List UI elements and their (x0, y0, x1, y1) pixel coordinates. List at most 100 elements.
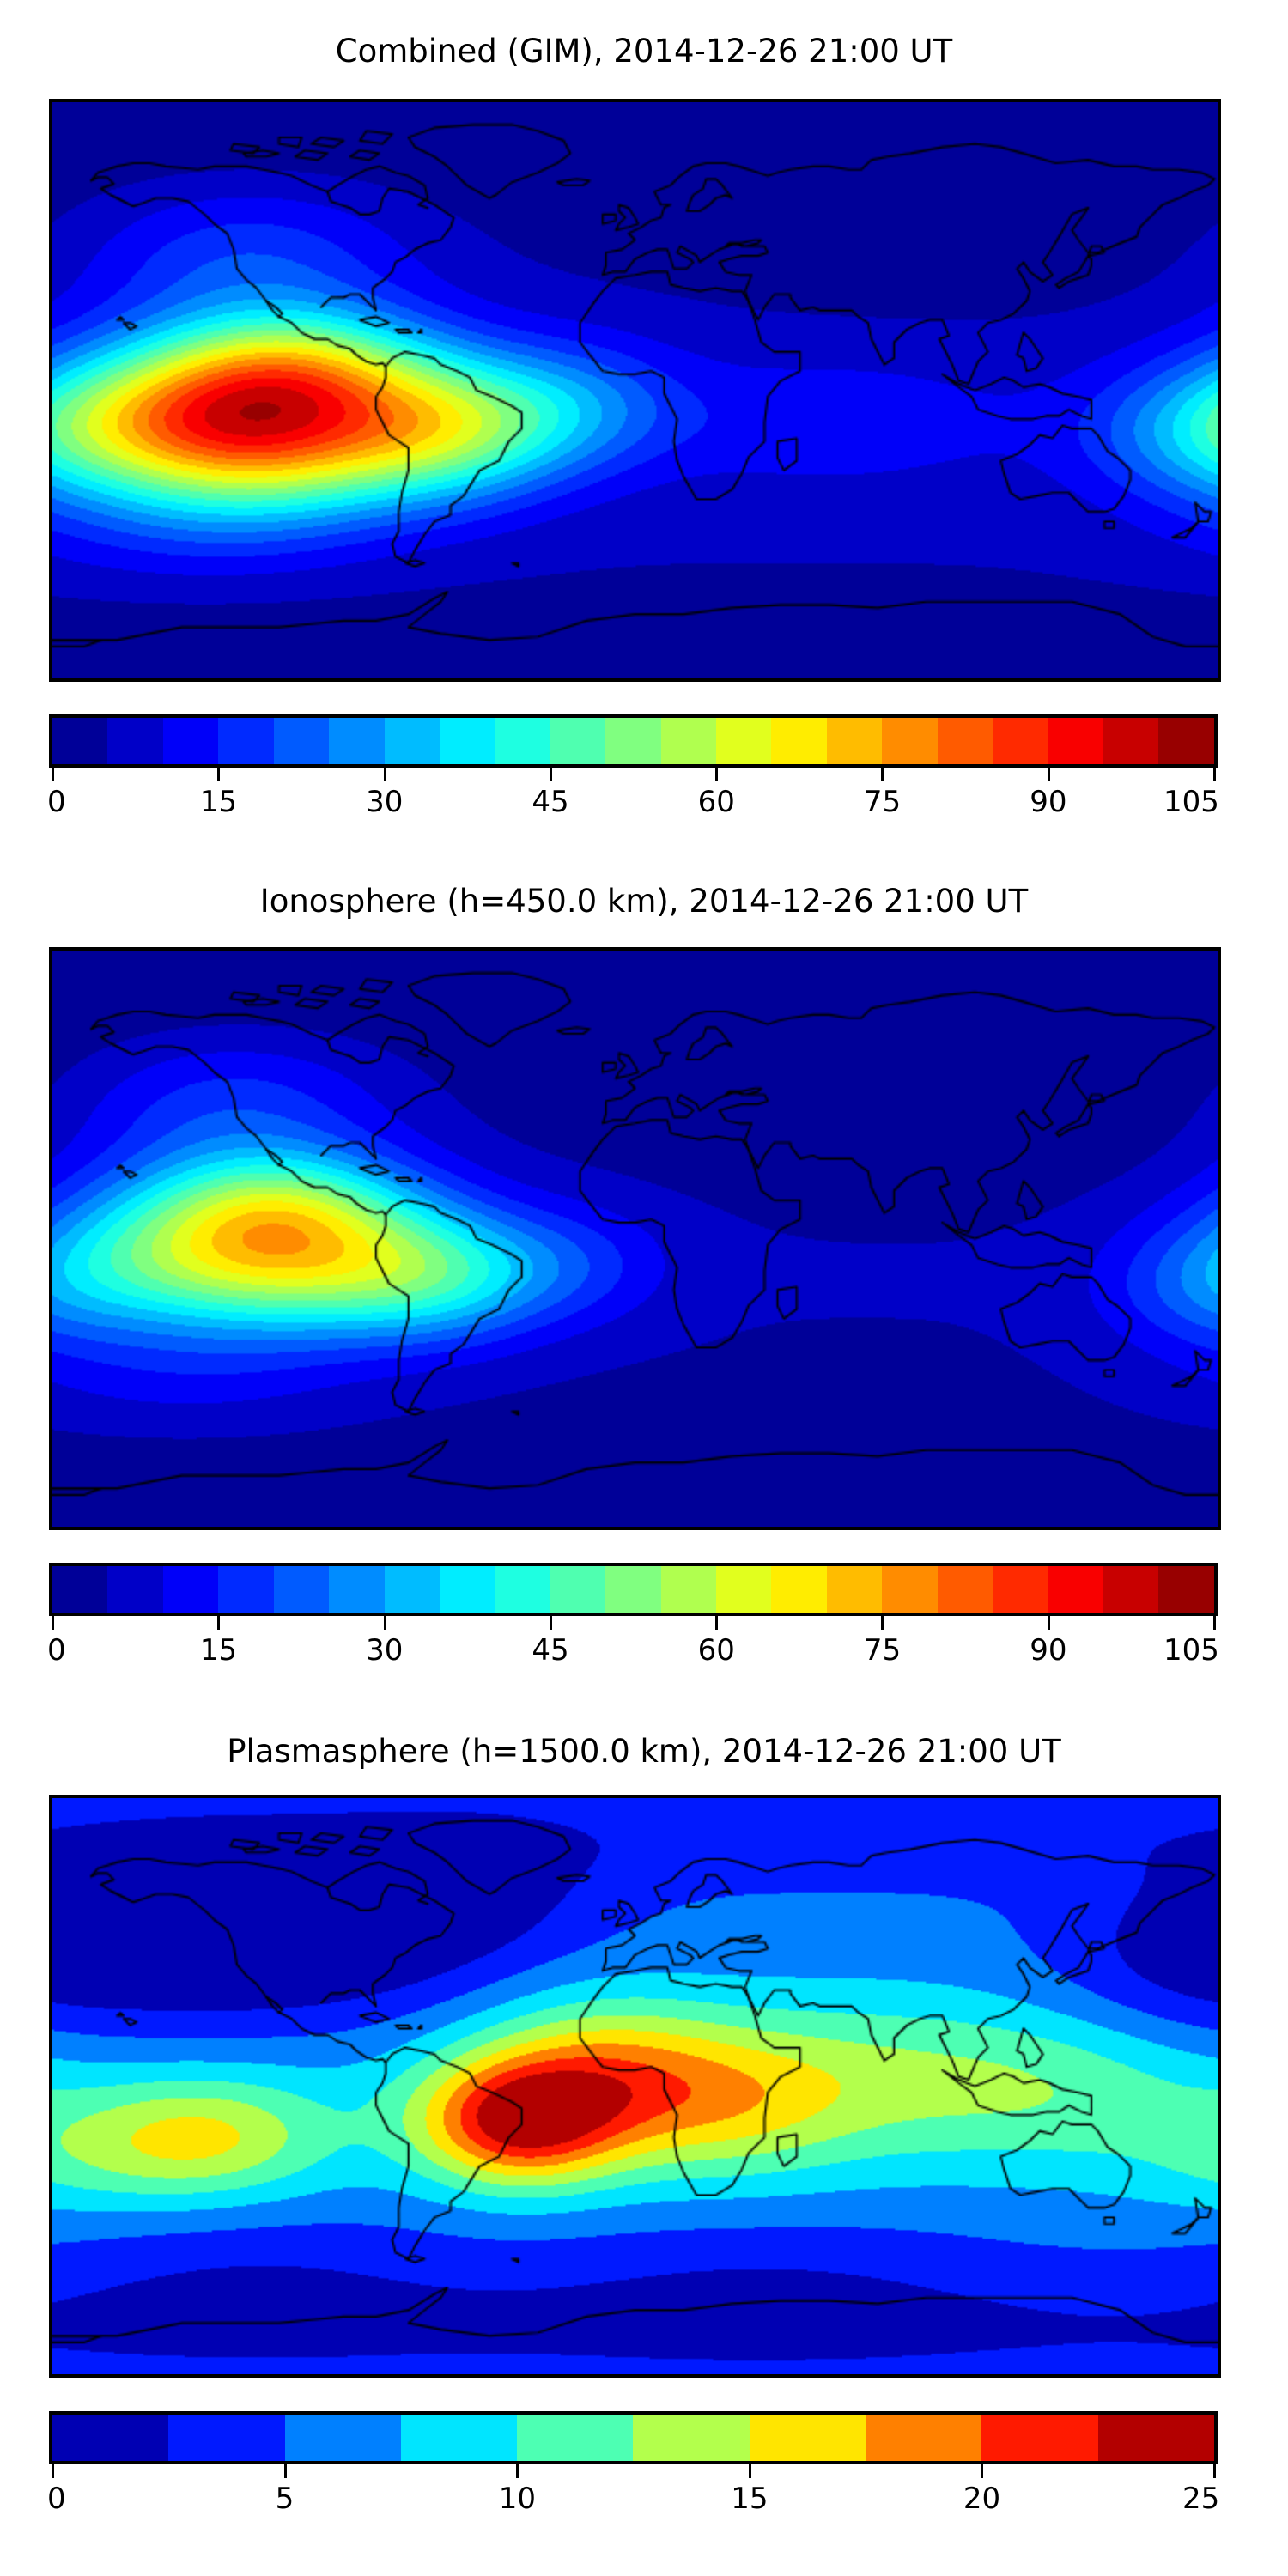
colorbar-plasmasphere: 0 5 10 15 20 25 (47, 2411, 1219, 2516)
colorbar-tick (549, 768, 552, 781)
colorbar-swatch (660, 1566, 717, 1613)
colorbar-tick-label: 25 (1182, 2482, 1220, 2516)
colorbar-tick (1047, 1616, 1050, 1630)
panel-title-ionosphere: Ionosphere (h=450.0 km), 2014-12-26 21:0… (259, 883, 1029, 920)
colorbar-tick (52, 2464, 54, 2478)
colorbar-swatch (495, 718, 550, 764)
colorbar-tick-label: 30 (366, 785, 404, 819)
colorbar-swatch (400, 2415, 518, 2461)
colorbar-tick (516, 2464, 519, 2478)
colorbar-swatch (993, 1566, 1048, 1613)
colorbar-swatch (495, 1566, 550, 1613)
colorbar-gradient-ionosphere (49, 1563, 1218, 1616)
panel-title-plasmasphere: Plasmasphere (h=1500.0 km), 2014-12-26 2… (227, 1733, 1061, 1770)
colorbar-tick (1213, 1616, 1216, 1630)
colorbar-swatch (284, 2415, 401, 2461)
colorbar-swatch (1048, 718, 1104, 764)
colorbar-tick (217, 1616, 221, 1630)
colorbar-swatch (605, 1566, 661, 1613)
colorbar-tick-label: 45 (532, 785, 569, 819)
colorbar-swatch (384, 1566, 440, 1613)
colorbar-tick (52, 768, 54, 781)
colorbar-swatch (937, 1566, 993, 1613)
colorbar-swatch (771, 718, 827, 764)
colorbar-tick (981, 2464, 984, 2478)
colorbar-swatch (273, 718, 330, 764)
colorbar-swatch (329, 1566, 385, 1613)
colorbar-swatch (981, 2415, 1098, 2461)
colorbar-tick-label: 0 (47, 1633, 66, 1668)
map-ionosphere (49, 947, 1221, 1530)
colorbar-swatch (749, 2415, 866, 2461)
colorbar-swatch (1158, 1566, 1214, 1613)
colorbar-tick-label: 90 (1030, 1633, 1067, 1668)
colorbar-swatch (218, 1566, 274, 1613)
colorbar-swatch (1097, 2415, 1214, 2461)
colorbar-swatch (660, 718, 717, 764)
colorbar-swatch (439, 718, 495, 764)
colorbar-swatch (716, 718, 772, 764)
colorbar-swatch (168, 2415, 285, 2461)
colorbar-tick (383, 1616, 386, 1630)
colorbar-tick (715, 768, 719, 781)
colorbar-swatch (771, 1566, 827, 1613)
colorbar-tick-label: 5 (275, 2482, 295, 2516)
colorbar-swatch (52, 718, 108, 764)
map-canvas-ionosphere (52, 951, 1218, 1527)
map-combined-gim (49, 99, 1221, 682)
map-canvas-plasmasphere (52, 1798, 1218, 2374)
colorbar-swatch (107, 718, 163, 764)
colorbar-tick-label: 60 (697, 1633, 735, 1668)
colorbar-combined-gim: 0 15 30 45 60 75 90 105 (47, 714, 1219, 819)
colorbar-tick-label: 20 (963, 2482, 1001, 2516)
colorbar-tick (1213, 2464, 1216, 2478)
colorbar-swatch (826, 718, 883, 764)
colorbar-swatch (1103, 1566, 1159, 1613)
colorbar-gradient-plasmasphere (49, 2411, 1218, 2464)
colorbar-swatch (384, 718, 440, 764)
colorbar-tick-label: 60 (697, 785, 735, 819)
colorbar-swatch (439, 1566, 495, 1613)
colorbar-tick-label: 0 (47, 785, 66, 819)
colorbar-tick-label: 105 (1163, 785, 1219, 819)
colorbar-tick-label: 15 (731, 2482, 769, 2516)
colorbar-swatch (52, 1566, 108, 1613)
colorbar-gradient-combined-gim (49, 714, 1218, 768)
colorbar-swatch (993, 718, 1048, 764)
colorbar-swatch (716, 1566, 772, 1613)
colorbar-swatch (1103, 718, 1159, 764)
colorbar-tick (52, 1616, 54, 1630)
colorbar-tick (383, 768, 386, 781)
colorbar-ionosphere: 0 15 30 45 60 75 90 105 (47, 1563, 1219, 1668)
colorbar-swatch (1048, 1566, 1104, 1613)
colorbar-tick-label: 30 (366, 1633, 404, 1668)
colorbar-swatch (633, 2415, 750, 2461)
colorbar-swatch (882, 1566, 938, 1613)
colorbar-tick (748, 2464, 751, 2478)
colorbar-swatch (52, 2415, 169, 2461)
map-plasmasphere (49, 1795, 1221, 2378)
colorbar-tick-label: 0 (47, 2482, 66, 2516)
colorbar-swatch (107, 1566, 163, 1613)
colorbar-tick-label: 45 (532, 1633, 569, 1668)
colorbar-swatch (826, 1566, 883, 1613)
colorbar-tick (217, 768, 221, 781)
colorbar-tick (549, 1616, 552, 1630)
colorbar-swatch (329, 718, 385, 764)
colorbar-tick (1047, 768, 1050, 781)
colorbar-tick (881, 1616, 884, 1630)
colorbar-tick-label: 90 (1030, 785, 1067, 819)
colorbar-tick-label: 75 (863, 1633, 902, 1668)
colorbar-tick-label: 105 (1163, 1633, 1219, 1668)
colorbar-swatch (866, 2415, 982, 2461)
colorbar-tick (715, 1616, 719, 1630)
colorbar-swatch (162, 718, 219, 764)
colorbar-swatch (218, 718, 274, 764)
colorbar-swatch (882, 718, 938, 764)
colorbar-tick (283, 2464, 287, 2478)
colorbar-tick-label: 75 (863, 785, 902, 819)
colorbar-tick (881, 768, 884, 781)
colorbar-swatch (517, 2415, 634, 2461)
panel-title-combined-gim: Combined (GIM), 2014-12-26 21:00 UT (335, 33, 953, 70)
